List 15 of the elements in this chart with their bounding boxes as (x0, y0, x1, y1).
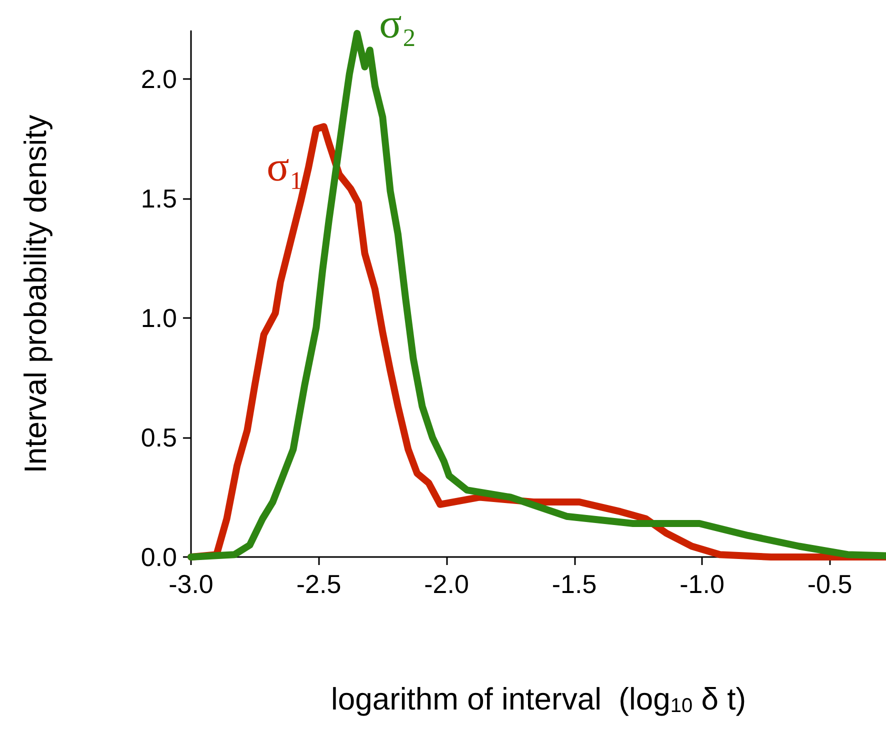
x-tick-label: -2.0 (424, 569, 469, 599)
y-axis-title: Interval probability density (18, 114, 53, 474)
y-tick-label: 2.0 (140, 64, 177, 94)
series-label: σ₂ (379, 1, 416, 48)
y-tick-label: 1.5 (140, 183, 177, 214)
y-tick-label: 0.5 (140, 422, 177, 452)
x-tick-label: -1.0 (680, 569, 724, 599)
x-tick-label: -3.0 (168, 569, 214, 599)
x-axis-title: logarithm of interval (log10 δ t) (330, 682, 746, 717)
y-tick-label: 0.0 (140, 542, 177, 572)
x-tick-label: -1.5 (552, 569, 597, 599)
y-tick-label: 1.0 (140, 302, 177, 333)
series-label: σ₁ (266, 144, 304, 191)
x-tick-label: -2.5 (296, 569, 342, 599)
x-tick-label: -0.5 (807, 569, 852, 599)
